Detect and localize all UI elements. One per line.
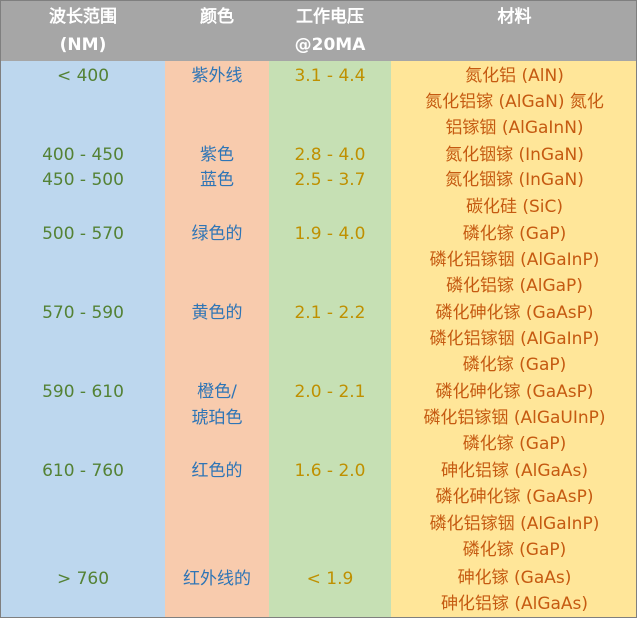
color-cell: 橙色/ bbox=[197, 382, 237, 402]
table-header: 波长范围 (NM) 颜色 工作电压 @20MA 材料 bbox=[1, 1, 636, 63]
material-cell: 磷化铝镓铟 (AlGaUInP) bbox=[423, 408, 606, 428]
material-cell: 氮化铟镓 (InGaN) bbox=[445, 170, 584, 190]
header-voltage: 工作电压 @20MA bbox=[269, 1, 391, 63]
material-cell: 氮化铟镓 (InGaN) bbox=[445, 145, 584, 165]
color-cell: 绿色的 bbox=[191, 224, 243, 244]
material-cell: 砷化铝镓 (AlGaAs) bbox=[440, 461, 589, 481]
voltage-cell: 2.5 - 3.7 bbox=[294, 170, 366, 190]
voltage-cell: 3.1 - 4.4 bbox=[294, 66, 366, 86]
voltage-cell: < 1.9 bbox=[306, 569, 354, 589]
material-cell: 磷化铝镓铟 (AlGaInP) bbox=[429, 329, 600, 349]
header-voltage-line1: 工作电压 bbox=[296, 7, 364, 27]
header-material: 材料 bbox=[391, 1, 636, 63]
header-color: 颜色 bbox=[165, 1, 269, 63]
color-cell: 琥珀色 bbox=[191, 408, 243, 428]
material-column: 氮化铝 (AlN) 氮化铝镓 (AlGaN) 氮化 铝镓铟 (AlGaInN) … bbox=[391, 61, 636, 617]
material-cell: 磷化镓 (GaP) bbox=[462, 434, 567, 454]
material-cell: 磷化镓 (GaP) bbox=[462, 355, 567, 375]
color-cell: 紫色 bbox=[200, 145, 234, 165]
material-cell: 砷化镓 (GaAs) bbox=[457, 568, 572, 588]
material-cell: 磷化镓 (GaP) bbox=[462, 540, 567, 560]
header-wavelength-line1: 波长范围 bbox=[49, 7, 117, 27]
color-cell: 红外线的 bbox=[183, 569, 251, 589]
material-cell: 磷化砷化镓 (GaAsP) bbox=[435, 487, 594, 507]
material-cell: 碳化硅 (SiC) bbox=[465, 197, 564, 217]
material-cell: 磷化铝镓铟 (AlGaInP) bbox=[429, 514, 600, 534]
wavelength-cell: 570 - 590 bbox=[42, 303, 124, 323]
color-cell: 红色的 bbox=[191, 461, 243, 481]
voltage-cell: 1.9 - 4.0 bbox=[294, 224, 366, 244]
header-wavelength-line2: (NM) bbox=[59, 35, 107, 55]
material-cell: 磷化铝镓 (AlGaP) bbox=[446, 276, 583, 296]
material-cell: 磷化砷化镓 (GaAsP) bbox=[435, 303, 594, 323]
material-cell: 磷化铝镓铟 (AlGaInP) bbox=[429, 250, 600, 270]
wavelength-column: < 400 400 - 450 450 - 500 500 - 570 570 … bbox=[1, 61, 165, 617]
wavelength-cell: 610 - 760 bbox=[42, 461, 124, 481]
material-cell: 铝镓铟 (AlGaInN) bbox=[445, 118, 584, 138]
wavelength-cell: 500 - 570 bbox=[42, 224, 124, 244]
wavelength-cell: 400 - 450 bbox=[42, 145, 124, 165]
header-wavelength: 波长范围 (NM) bbox=[1, 1, 165, 63]
color-cell: 紫外线 bbox=[191, 66, 243, 86]
header-material-label: 材料 bbox=[497, 7, 532, 27]
voltage-column: 3.1 - 4.4 2.8 - 4.0 2.5 - 3.7 1.9 - 4.0 … bbox=[269, 61, 391, 617]
voltage-cell: 2.1 - 2.2 bbox=[294, 303, 366, 323]
material-cell: 砷化铝镓 (AlGaAs) bbox=[440, 594, 589, 614]
color-cell: 蓝色 bbox=[200, 170, 234, 190]
material-cell: 氮化铝镓 (AlGaN) 氮化 bbox=[425, 92, 604, 112]
header-voltage-line2: @20MA bbox=[294, 35, 366, 55]
wavelength-cell: < 400 bbox=[56, 66, 110, 86]
material-cell: 磷化砷化镓 (GaAsP) bbox=[435, 382, 594, 402]
material-cell: 氮化铝 (AlN) bbox=[465, 66, 564, 86]
wavelength-cell: 590 - 610 bbox=[42, 382, 124, 402]
wavelength-cell: > 760 bbox=[56, 569, 110, 589]
material-cell: 磷化镓 (GaP) bbox=[462, 224, 567, 244]
header-color-label: 颜色 bbox=[200, 7, 234, 27]
voltage-cell: 2.8 - 4.0 bbox=[294, 145, 366, 165]
voltage-cell: 1.6 - 2.0 bbox=[294, 461, 366, 481]
color-column: 紫外线 紫色 蓝色 绿色的 黄色的 橙色/ 琥珀色 红色的 红外线的 bbox=[165, 61, 269, 617]
voltage-cell: 2.0 - 2.1 bbox=[294, 382, 366, 402]
wavelength-cell: 450 - 500 bbox=[42, 170, 124, 190]
color-cell: 黄色的 bbox=[191, 303, 243, 323]
